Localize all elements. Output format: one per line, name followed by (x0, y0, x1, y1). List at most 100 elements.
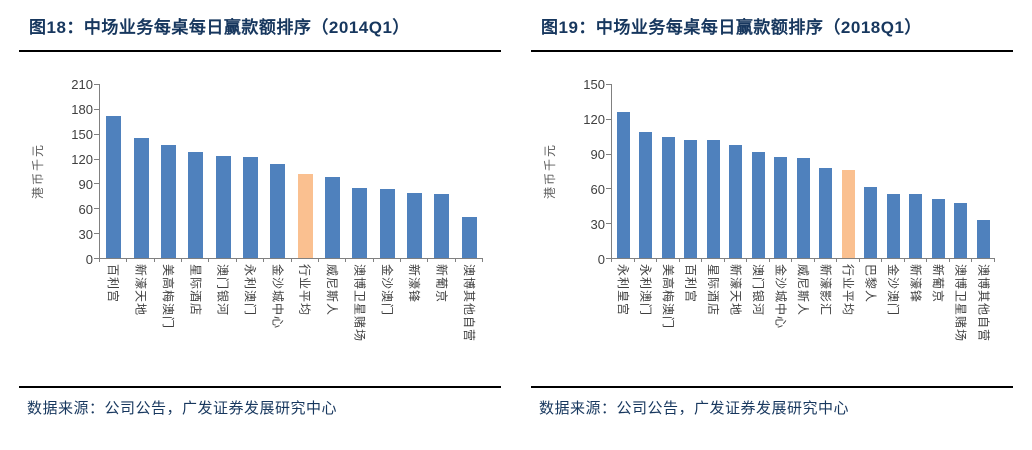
bar-美高梅澳门 (661, 137, 675, 258)
bar-澳门银河 (751, 152, 765, 258)
footer-divider (531, 386, 1013, 388)
bar-金沙澳门 (886, 194, 900, 258)
y-tick-label: 150 (583, 77, 605, 92)
x-tick-mark (723, 258, 725, 262)
x-tick-mark (746, 258, 748, 262)
bar-百利宫 (106, 115, 122, 258)
x-tick-mark (290, 258, 292, 262)
y-tick-label: 30 (78, 227, 93, 243)
x-tick-mark (611, 258, 612, 262)
bar-威尼斯人 (796, 158, 810, 258)
x-tick-mark (482, 258, 483, 262)
x-tick-mark (208, 258, 210, 262)
category-label: 新濠天地 (133, 264, 148, 317)
y-tick-label: 150 (71, 127, 93, 142)
category-label: 星际酒店 (188, 264, 203, 317)
y-tick-mark (606, 223, 612, 225)
category-label-slot: 百利宫 (680, 264, 703, 303)
bar-星际酒店 (706, 139, 720, 258)
category-label-slot: 新葡京 (927, 264, 950, 303)
category-label-slot: 新濠锋 (905, 264, 928, 303)
category-label: 澳门银河 (750, 264, 765, 317)
x-tick-mark (903, 258, 905, 262)
category-label-slot: 金沙城中心 (264, 264, 291, 329)
category-label-slot: 星际酒店 (702, 264, 725, 316)
y-axis-title: 港币千元 (531, 84, 567, 259)
category-label: 澳博其他自营 (976, 264, 991, 343)
bar-金沙城中心 (774, 157, 788, 258)
y-tick-mark (606, 84, 612, 85)
x-tick-mark (926, 258, 928, 262)
category-label: 金沙澳门 (379, 264, 394, 317)
x-tick-mark (99, 258, 100, 262)
x-tick-mark (813, 258, 815, 262)
y-tick-mark (606, 188, 612, 190)
category-label-slot: 永利澳门 (237, 264, 264, 316)
category-label-slot: 行业平均 (292, 264, 319, 316)
category-label-slot: 永利皇宫 (612, 264, 635, 316)
category-label: 金沙城中心 (773, 264, 788, 330)
category-label-slot: 金沙城中心 (770, 264, 793, 329)
category-label: 澳门银河 (215, 264, 230, 317)
bar-行业平均 (841, 169, 855, 258)
category-label-slot: 澳博其他自营 (456, 264, 483, 342)
y-tick-label: 90 (590, 147, 605, 162)
category-label: 行业平均 (841, 264, 856, 317)
category-label-slot: 美高梅澳门 (155, 264, 182, 329)
chart-plot-row: 港币千元 0 30 60 90 120 150 180 210 (19, 77, 501, 267)
bar-行业平均 (297, 173, 313, 258)
category-label: 澳博卫星赌场 (953, 264, 968, 343)
y-tick-mark (94, 183, 100, 185)
bar-永利澳门 (639, 131, 653, 258)
x-axis-labels: 百利宫 新濠天地 美高梅澳门 星际酒店 澳门银河 永利澳门 金沙城中心 行业平均 威尼斯人 澳博卫… (100, 264, 483, 376)
plot-area (94, 84, 483, 262)
category-label-slot: 永利澳门 (635, 264, 658, 316)
category-label: 行业平均 (297, 264, 312, 317)
category-label: 永利澳门 (242, 264, 257, 317)
category-label-slot: 星际酒店 (182, 264, 209, 316)
title-divider (19, 50, 501, 52)
x-tick-mark (372, 258, 374, 262)
y-tick-label: 60 (78, 202, 93, 218)
category-label: 新葡京 (931, 264, 946, 304)
bar-新濠锋 (406, 193, 422, 258)
x-tick-mark (836, 258, 838, 262)
x-tick-mark (399, 258, 401, 262)
bar-新濠天地 (729, 145, 743, 258)
bar-金沙澳门 (379, 189, 395, 258)
bars-container (612, 84, 995, 258)
category-label-slot: 金沙澳门 (882, 264, 905, 316)
category-label: 星际酒店 (705, 264, 720, 317)
bar-新濠天地 (133, 137, 149, 258)
category-label-slot: 新濠天地 (725, 264, 748, 316)
category-label: 新濠天地 (728, 264, 743, 317)
category-label-slot: 新濠影汇 (815, 264, 838, 316)
x-tick-mark (153, 258, 155, 262)
y-tick-label: 30 (590, 217, 605, 232)
category-label: 威尼斯人 (796, 264, 811, 317)
x-tick-mark (858, 258, 860, 262)
x-tick-mark (181, 258, 183, 262)
bar-美高梅澳门 (160, 145, 176, 258)
category-label-slot: 百利宫 (100, 264, 127, 303)
x-tick-mark (768, 258, 770, 262)
category-label-slot: 威尼斯人 (792, 264, 815, 316)
y-tick-label: 120 (583, 112, 605, 127)
bar-永利皇宫 (616, 111, 630, 258)
x-axis-labels: 永利皇宫 永利澳门 美高梅澳门 百利宫 星际酒店 新濠天地 澳门银河 金沙城中心 威尼斯人 新濠影… (612, 264, 995, 376)
y-tick-mark (606, 258, 612, 259)
figure-panel-19: 图19：中场业务每桌每日赢款额排序（2018Q1） 港币千元 0 30 60 90 12… (531, 0, 1013, 450)
y-axis: 0 30 60 90 120 150 (567, 77, 611, 267)
category-label: 威尼斯人 (325, 264, 340, 317)
category-label-slot: 澳门银河 (747, 264, 770, 316)
bar-澳门银河 (215, 156, 231, 258)
category-label-slot: 新葡京 (428, 264, 455, 303)
footer-divider (19, 386, 501, 388)
category-label-slot: 澳门银河 (209, 264, 236, 316)
y-tick-mark (94, 208, 100, 210)
category-label-slot: 巴黎人 (860, 264, 883, 303)
y-axis-title: 港币千元 (19, 84, 55, 259)
category-label: 百利宫 (683, 264, 698, 304)
category-label: 新葡京 (434, 264, 449, 304)
x-tick-mark (235, 258, 237, 262)
